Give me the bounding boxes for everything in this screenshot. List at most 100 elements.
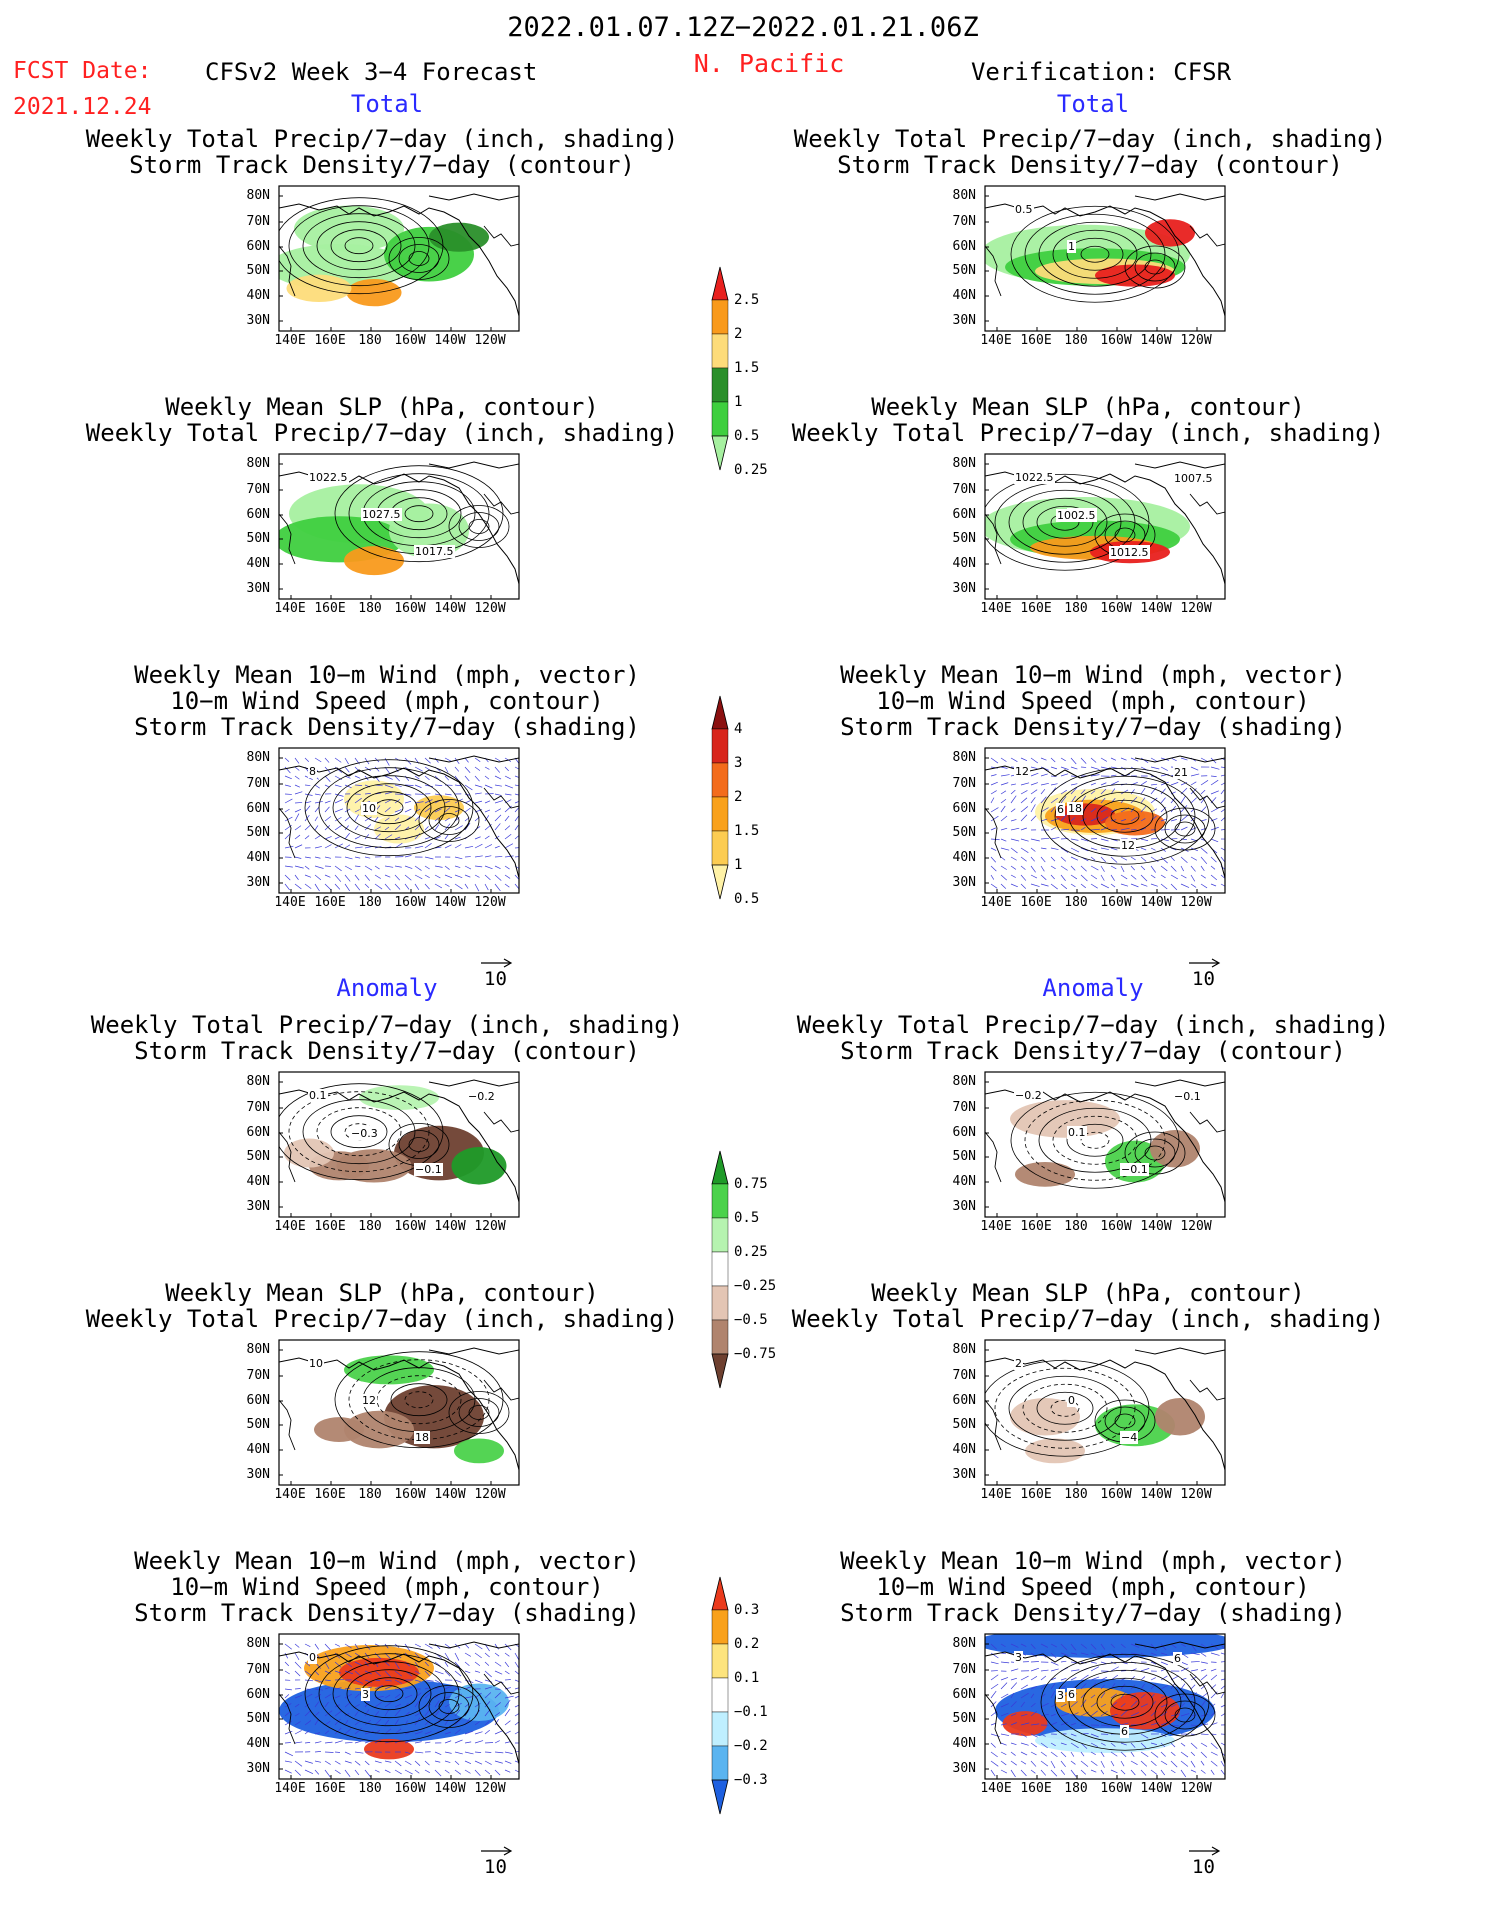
lon-label: 160W [394, 1487, 426, 1502]
title-r5-a: Weekly Mean SLP (hPa, contour) [871, 1279, 1305, 1307]
map-panel-l3: 80N 70N 60N 50N 40N 30N 140E 160E 180 160W 140W 120… [236, 747, 521, 922]
title-l1-b: Storm Track Density/7−day (contour) [129, 151, 635, 179]
title-r3-b: 10−m Wind Speed (mph, contour) [876, 687, 1310, 715]
lat-label: 80N [952, 188, 976, 203]
lon-label: 120W [474, 1487, 506, 1502]
colorbar-label: 0.5 [734, 428, 760, 444]
lat-label: 50N [952, 531, 976, 546]
lon-label: 160E [314, 895, 346, 910]
lon-label: 160W [1100, 601, 1132, 616]
lat-label: 70N [952, 1662, 976, 1677]
colorbar-label: 0.5 [734, 1210, 760, 1226]
lat-label: 40N [952, 1174, 976, 1189]
map-panel-l6: 80N 70N 60N 50N 40N 30N 140E 160E 180 160W 140W 120… [236, 1633, 521, 1808]
vector-scale-l6: 10 [480, 1846, 514, 1878]
map-plot [278, 453, 520, 600]
lon-label: 140W [1140, 895, 1172, 910]
lat-label: 50N [952, 263, 976, 278]
lat-label: 40N [246, 556, 270, 571]
title-l3-c: Storm Track Density/7−day (shading) [134, 713, 640, 741]
colorbar-label: 0.25 [734, 462, 768, 478]
title-r3-a: Weekly Mean 10−m Wind (mph, vector) [840, 661, 1346, 689]
lon-label: 140W [434, 601, 466, 616]
lat-label: 30N [952, 313, 976, 328]
colorbar-label: 1.5 [734, 360, 760, 376]
colorbar-label: 0.3 [734, 1602, 760, 1618]
lon-label: 120W [474, 1219, 506, 1234]
lon-label: 180 [358, 895, 382, 910]
colorbar-label: 0.5 [734, 891, 760, 907]
lon-label: 160W [1100, 895, 1132, 910]
lon-label: 140W [1140, 601, 1172, 616]
title-l4-a: Weekly Total Precip/7−day (inch, shading… [90, 1011, 684, 1039]
lon-label: 140E [980, 1781, 1012, 1796]
map-plot [984, 747, 1226, 894]
total-label-left: Total [350, 90, 424, 118]
lat-label: 80N [952, 1636, 976, 1651]
lon-label: 120W [1180, 895, 1212, 910]
contour-label: 2 [1014, 1357, 1023, 1370]
lat-label: 80N [952, 1342, 976, 1357]
contour-label: 0.1 [308, 1089, 328, 1102]
contour-label: −0.1 [414, 1163, 443, 1176]
lat-label: 30N [246, 875, 270, 890]
lon-label: 180 [1064, 333, 1088, 348]
lon-label: 140W [434, 895, 466, 910]
title-r6-a: Weekly Mean 10−m Wind (mph, vector) [840, 1547, 1346, 1575]
contour-label: 1012.5 [1109, 546, 1150, 559]
colorbar-label: 2 [734, 789, 743, 805]
map-plot [278, 747, 520, 894]
map-plot [984, 185, 1226, 332]
lon-label: 180 [1064, 895, 1088, 910]
lon-label: 120W [1180, 1781, 1212, 1796]
contour-label: 3 [361, 1688, 370, 1701]
title-r6-c: Storm Track Density/7−day (shading) [840, 1599, 1346, 1627]
lat-label: 30N [246, 581, 270, 596]
lon-label: 140W [434, 1781, 466, 1796]
lon-label: 140W [434, 1219, 466, 1234]
contour-label: 0 [308, 1651, 317, 1664]
lon-label: 160W [394, 895, 426, 910]
lon-label: 140W [434, 1487, 466, 1502]
lat-label: 50N [246, 263, 270, 278]
lat-label: 50N [952, 825, 976, 840]
lat-label: 70N [952, 1100, 976, 1115]
lat-label: 70N [952, 1368, 976, 1383]
colorbar-storm-total: 4 3 2 1.5 1 0.5 [710, 695, 790, 975]
contour-label: 12 [1014, 765, 1030, 778]
lat-label: 60N [246, 1125, 270, 1140]
map-panel-r2: 80N 70N 60N 50N 40N 30N 140E 160E 180 160W 140W 120… [942, 453, 1227, 628]
lon-label: 160E [314, 1781, 346, 1796]
verification-title: Verification: CFSR [970, 58, 1232, 86]
lon-label: 120W [474, 1781, 506, 1796]
lon-label: 140W [1140, 1487, 1172, 1502]
title-l5-a: Weekly Mean SLP (hPa, contour) [165, 1279, 599, 1307]
lat-label: 30N [246, 1467, 270, 1482]
lat-label: 60N [952, 1393, 976, 1408]
lat-label: 70N [952, 482, 976, 497]
contour-label: 1022.5 [308, 471, 349, 484]
lat-label: 70N [246, 482, 270, 497]
lon-label: 120W [1180, 601, 1212, 616]
map-panel-l4: 80N 70N 60N 50N 40N 30N 140E 160E 180 160W 140W 120… [236, 1071, 521, 1246]
lon-label: 120W [474, 895, 506, 910]
lat-label: 80N [246, 1342, 270, 1357]
contour-label: 1022.5 [1014, 471, 1055, 484]
lat-label: 40N [246, 1174, 270, 1189]
map-panel-r3: 80N 70N 60N 50N 40N 30N 140E 160E 180 160W 140W 120… [942, 747, 1227, 922]
lon-label: 180 [358, 1781, 382, 1796]
period-title: 2022.01.07.12Z−2022.01.21.06Z [507, 12, 979, 43]
lon-label: 140E [980, 333, 1012, 348]
lon-label: 140E [980, 1487, 1012, 1502]
vector-scale-l3: 10 [480, 958, 514, 990]
colorbar-precip-anom: 0.75 0.5 0.25 −0.25 −0.5 −0.75 [710, 1150, 790, 1430]
contour-label: 18 [414, 1431, 430, 1444]
contour-label: 10 [361, 802, 377, 815]
title-r1-a: Weekly Total Precip/7−day (inch, shading… [793, 125, 1387, 153]
lat-label: 50N [952, 1417, 976, 1432]
lon-label: 160W [1100, 333, 1132, 348]
lat-label: 70N [246, 776, 270, 791]
lat-label: 40N [952, 1736, 976, 1751]
contour-label: 21 [1173, 766, 1189, 779]
lon-label: 140W [1140, 333, 1172, 348]
